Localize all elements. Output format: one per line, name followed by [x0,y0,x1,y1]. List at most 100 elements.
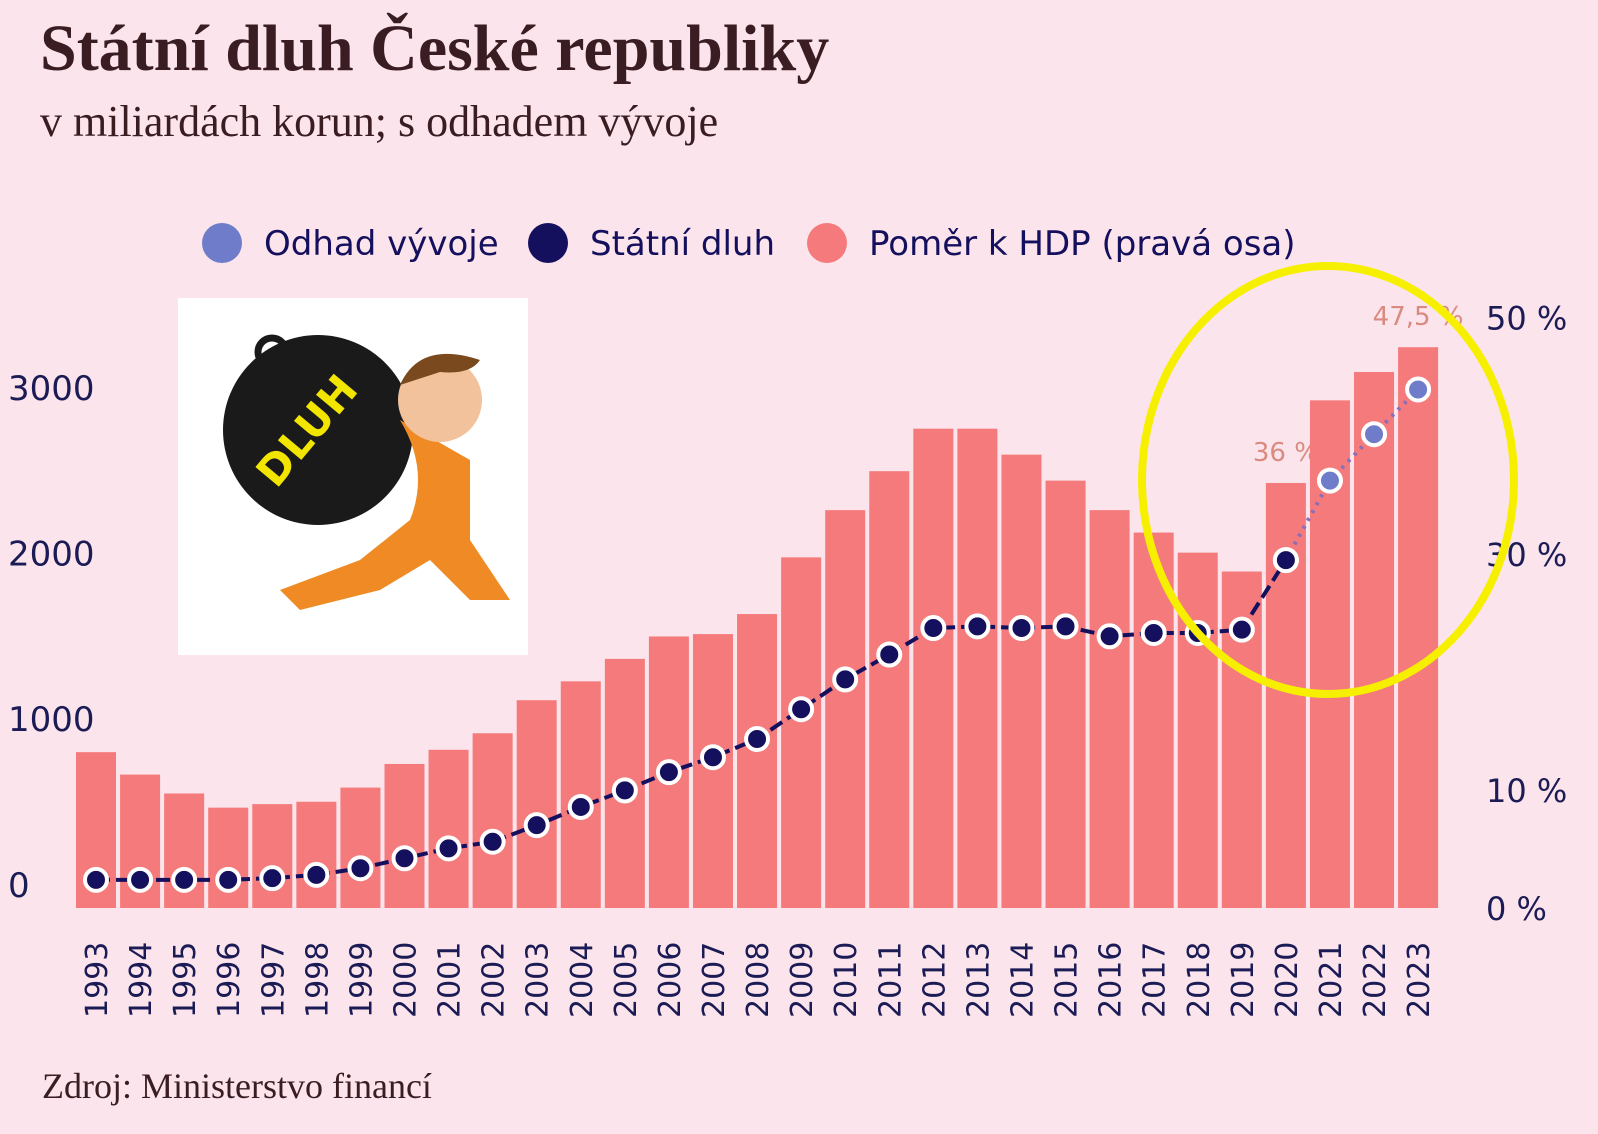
x-tick-label: 1996 [212,942,247,1018]
x-tick-label: 2020 [1270,942,1305,1018]
x-tick-label: 2019 [1226,942,1261,1018]
x-tick-label: 2004 [565,942,600,1018]
point [655,759,682,786]
x-tick-label: 2018 [1182,942,1217,1018]
x-tick-label: 2015 [1050,942,1085,1018]
bar [252,804,293,908]
x-tick-label: 2017 [1138,942,1173,1018]
highlight-ellipse [1138,262,1518,698]
x-tick-label: 2012 [917,942,952,1018]
bar [913,428,954,908]
x-tick-label: 2007 [697,942,732,1018]
point [744,726,771,753]
x-tick-label: 1993 [80,942,115,1018]
point [259,865,286,892]
x-tick-label: 2023 [1402,942,1437,1018]
legend-marker [202,223,242,263]
illustration: DLUH [178,298,528,655]
legend-marker [528,223,568,263]
point [1361,421,1388,448]
person-body [280,420,510,610]
x-tick-label: 1998 [300,942,335,1018]
point [920,615,947,642]
ball-ring [254,334,290,370]
x-tick-label: 2014 [1005,942,1040,1018]
point [611,777,638,804]
bar [340,787,381,908]
x-tick-label: 2022 [1358,942,1393,1018]
bar [1177,552,1218,908]
legend-label: Poměr k HDP (pravá osa) [869,224,1296,264]
bar [1398,347,1439,909]
bar [781,557,822,908]
x-tick-label: 2016 [1094,942,1129,1018]
point [876,641,903,668]
point [699,744,726,771]
point [1405,376,1432,403]
bar [384,763,425,908]
bar [737,614,778,908]
point [964,613,991,640]
y-tick-label: 2000 [8,534,95,574]
bar [428,749,469,908]
x-tick-label: 2002 [477,942,512,1018]
bar [516,700,557,908]
bar [692,634,733,908]
person-hair [400,353,480,385]
legend-marker [807,223,847,263]
point [83,866,109,893]
point [215,866,242,893]
point [391,845,418,872]
x-tick-label: 1997 [256,942,291,1018]
point [567,793,594,820]
legend-label: Státní dluh [590,224,775,264]
legend-label: Odhad vývoje [264,224,499,264]
point [171,866,198,893]
point [1008,615,1035,642]
debt-ball [223,335,413,525]
x-tick-label: 2013 [961,942,996,1018]
x-tick-label: 2010 [829,942,864,1018]
x-tick-label: 1995 [168,942,203,1018]
x-tick-label: 2003 [521,942,556,1018]
point [127,866,154,893]
x-tick-label: 2006 [653,942,688,1018]
x-tick-label: 1994 [124,942,159,1018]
x-tick-label: 2000 [388,942,423,1018]
x-tick-label: 2021 [1314,942,1349,1018]
person-head [398,358,482,442]
point [479,828,506,855]
bar [472,733,513,908]
point [1140,619,1167,646]
bar [296,801,337,908]
line [96,559,1288,882]
point [1272,547,1299,574]
y-tick-label: 0 [8,866,30,906]
y2-tick-label: 50 % [1486,300,1567,338]
bar [1354,372,1395,909]
x-tick-label: 2011 [873,942,908,1018]
point [788,696,815,723]
point [303,861,330,888]
x-tick-label: 1999 [344,942,379,1018]
bar [869,471,910,908]
bar [825,510,866,908]
point [435,835,462,862]
point [832,666,859,693]
point [1052,613,1079,640]
point [1316,467,1343,494]
chart-title: Státní dluh České republiky [40,12,829,85]
line [1284,388,1420,562]
y-tick-label: 3000 [8,369,95,409]
y-tick-label: 1000 [8,700,95,740]
y2-tick-label: 10 % [1486,772,1567,810]
x-tick-label: 2009 [785,942,820,1018]
point [347,855,374,882]
point [523,812,550,839]
value-label: 36 % [1253,438,1319,468]
bar [1001,454,1042,908]
y2-tick-label: 0 % [1486,890,1547,928]
